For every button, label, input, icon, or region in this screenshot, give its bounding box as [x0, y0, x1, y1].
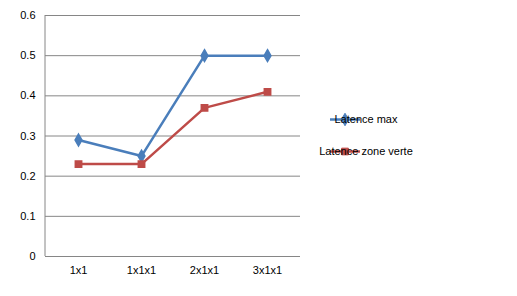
svg-text:Latence max: Latence max — [335, 113, 398, 125]
svg-text:0.2: 0.2 — [20, 170, 35, 182]
svg-text:2x1x1: 2x1x1 — [190, 264, 219, 276]
svg-text:0.6: 0.6 — [20, 9, 35, 21]
svg-text:1x1x1: 1x1x1 — [127, 264, 156, 276]
svg-text:0.5: 0.5 — [20, 49, 35, 61]
svg-text:0.4: 0.4 — [20, 89, 35, 101]
svg-text:3x1x1: 3x1x1 — [253, 264, 282, 276]
svg-text:0: 0 — [29, 250, 35, 262]
svg-text:1x1: 1x1 — [70, 264, 88, 276]
svg-text:0.3: 0.3 — [20, 130, 35, 142]
svg-text:0.1: 0.1 — [20, 210, 35, 222]
svg-text:Latence zone verte: Latence zone verte — [319, 145, 413, 157]
